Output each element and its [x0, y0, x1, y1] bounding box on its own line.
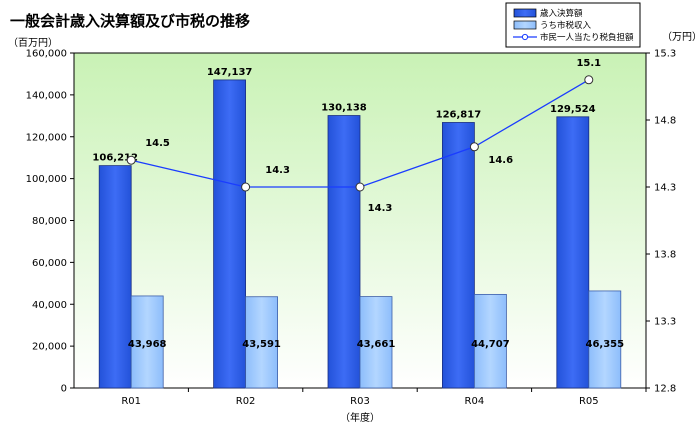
legend-swatch-revenue — [513, 8, 537, 18]
y-left-tick-label: 0 — [61, 384, 67, 395]
bar-series: 106,212 43,968 147,137 43,591 130,138 43,661 1… — [92, 67, 625, 389]
bar-revenue — [327, 115, 361, 389]
bar-revenue-label: 129,524 — [550, 104, 596, 115]
bar-revenue-label: 130,138 — [321, 103, 367, 114]
legend-label-tax: うち市税収入 — [540, 20, 592, 31]
legend-swatch-tax — [513, 20, 537, 30]
burden-point — [126, 155, 136, 165]
bar-revenue — [441, 122, 475, 389]
x-tick-label: R05 — [579, 396, 599, 407]
x-tick-label: R03 — [350, 396, 370, 407]
y-left-tick-label: 120,000 — [26, 132, 67, 143]
y-right-tick-label: 14.3 — [654, 183, 676, 194]
y-left-tick-label: 40,000 — [32, 300, 67, 311]
y-axis-right-unit: （万円） — [662, 31, 700, 43]
bar-revenue-label: 147,137 — [207, 67, 253, 78]
x-axis: R01 R02 R03 R04 R05 — [121, 388, 647, 407]
line-series: 14.5 14.3 14.3 14.6 15.1 — [126, 58, 601, 214]
burden-point — [241, 182, 251, 192]
x-axis-label: （年度） — [340, 411, 380, 424]
y-right-tick-label: 14.8 — [654, 116, 676, 127]
x-tick-label: R01 — [121, 396, 141, 407]
y-axis-left: 0 20,000 40,000 60,000 80,000 100,000 120,000 1… — [26, 49, 74, 395]
y-left-tick-label: 140,000 — [26, 90, 67, 101]
y-left-tick-label: 100,000 — [26, 174, 67, 185]
legend: 歳入決算額 うち市税収入 市民一人当たり税負担額 — [505, 2, 641, 48]
legend-label-revenue: 歳入決算額 — [540, 8, 583, 19]
burden-point — [355, 182, 365, 192]
burden-label: 15.1 — [576, 58, 601, 69]
y-right-tick-label: 12.8 — [654, 384, 676, 395]
bar-tax-label: 44,707 — [471, 339, 510, 350]
y-left-tick-label: 20,000 — [32, 342, 67, 353]
bar-tax-label: 43,661 — [357, 339, 396, 350]
bar-revenue — [98, 165, 132, 389]
legend-marker-burden — [521, 33, 529, 41]
burden-label: 14.3 — [368, 203, 393, 214]
chart-title: 一般会計歳入決算額及び市税の推移 — [10, 12, 250, 30]
y-left-tick-label: 60,000 — [32, 258, 67, 269]
burden-point — [584, 75, 594, 85]
bar-revenue — [213, 79, 247, 389]
burden-label: 14.5 — [145, 138, 170, 149]
x-tick-label: R04 — [465, 396, 485, 407]
bar-tax — [473, 293, 507, 389]
y-left-tick-label: 80,000 — [32, 216, 67, 227]
y-axis-right: 12.8 13.3 13.8 14.3 14.8 15.3 — [646, 49, 676, 395]
bar-revenue-label: 126,817 — [436, 109, 482, 120]
y-axis-left-unit: （百万円） — [8, 37, 58, 49]
bar-tax-label: 43,591 — [242, 339, 281, 350]
y-right-tick-label: 13.8 — [654, 250, 676, 261]
x-tick-label: R02 — [236, 396, 256, 407]
bar-tax-label: 43,968 — [128, 339, 167, 350]
burden-label: 14.3 — [265, 165, 290, 176]
bar-revenue-label: 106,212 — [92, 153, 138, 164]
bar-tax — [245, 296, 279, 389]
y-left-tick-label: 160,000 — [26, 49, 67, 60]
burden-label: 14.6 — [488, 155, 513, 166]
bar-tax-label: 46,355 — [586, 339, 625, 350]
bar-tax — [130, 295, 164, 389]
y-right-tick-label: 13.3 — [654, 317, 676, 328]
legend-label-burden: 市民一人当たり税負担額 — [540, 32, 634, 43]
y-right-tick-label: 15.3 — [654, 49, 676, 60]
burden-point — [469, 142, 479, 152]
bar-tax — [588, 290, 622, 389]
bar-tax — [359, 296, 393, 389]
bar-revenue — [556, 116, 590, 389]
